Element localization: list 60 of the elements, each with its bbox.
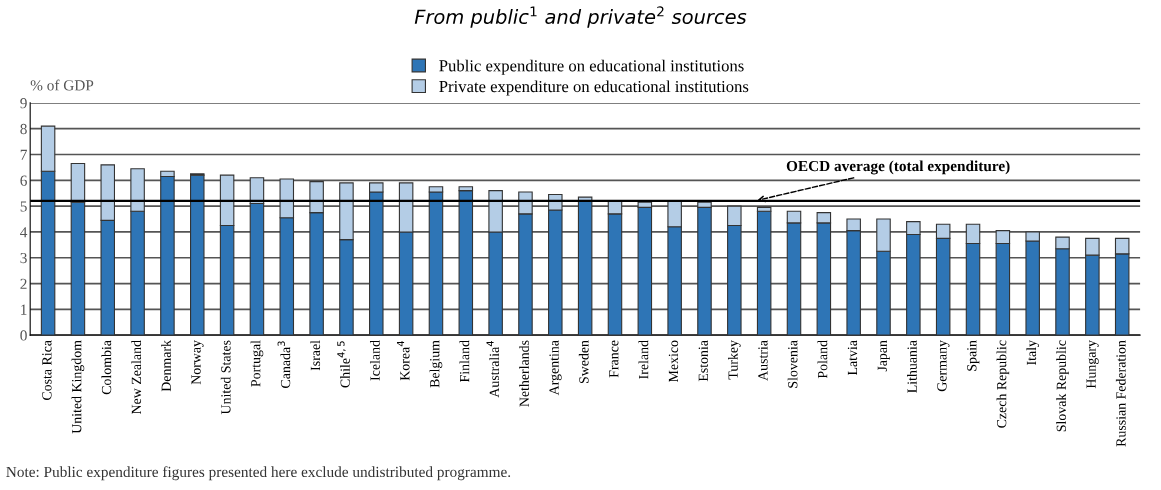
ref-line-label: OECD average (total expenditure): [786, 160, 1010, 175]
bar: [190, 174, 205, 336]
x-tick-label: Sweden: [578, 340, 589, 384]
x-tick-label: Italy: [1026, 340, 1040, 365]
legend-label: Public expenditure on educational institutions: [439, 59, 744, 75]
y-tick-label: 8: [20, 123, 27, 135]
x-tick-label: United States: [220, 340, 231, 415]
x-tick-label: Argentina: [549, 340, 562, 396]
y-tick-label: 9: [20, 98, 27, 109]
x-tick-label: Turkey: [728, 340, 741, 380]
bar: [160, 175, 175, 336]
x-tick-label: Australia$^{4}$: [486, 340, 500, 398]
x-tick-label: Lithuania: [907, 340, 917, 393]
x-tick-label: Finland: [459, 340, 470, 383]
y-tick-label: 3: [20, 252, 27, 264]
y-tick-label: 6: [20, 175, 27, 186]
chart-title: From public$^{1}$ and private$^{2}$ sources: [414, 6, 747, 28]
x-tick-label: Hungary: [1086, 340, 1099, 389]
bar: [637, 206, 653, 336]
y-tick-label: 4: [20, 227, 28, 238]
y-tick-label: 2: [20, 278, 27, 289]
x-tick-label: United Kingdom: [71, 340, 85, 434]
y-axis-title: % of GDP: [30, 79, 94, 91]
bar: [756, 210, 772, 336]
x-tick-label: Canada$^{3}$: [277, 341, 291, 388]
x-tick-label: Israel: [310, 340, 321, 371]
bar: [458, 190, 474, 336]
x-tick-label: Ireland: [638, 340, 649, 379]
y-tick-label: 1: [21, 304, 27, 315]
x-tick-label: Japan: [877, 340, 890, 372]
x-tick-label: Russian Federation: [1115, 340, 1126, 447]
x-tick-label: Czech Republic: [996, 340, 1010, 428]
x-tick-label: New Zealand: [131, 340, 142, 415]
x-tick-label: Mexico: [668, 340, 679, 383]
x-tick-label: Belgium: [429, 340, 443, 388]
x-tick-label: France: [609, 340, 619, 378]
x-tick-label: Costa Rica: [42, 340, 52, 401]
x-tick-label: Slovenia: [787, 340, 798, 388]
bar: [577, 200, 593, 336]
y-tick-label: 7: [20, 149, 27, 160]
y-tick-label: 0: [20, 330, 27, 341]
x-tick-label: Netherlands: [519, 340, 529, 407]
x-tick-label: Portugal: [250, 340, 264, 387]
x-tick-label: Latvia: [847, 340, 858, 376]
x-tick-label: Korea$^{4}$: [396, 341, 410, 381]
x-tick-label: Chile$^{4,5}$: [337, 341, 350, 388]
x-tick-label: Spain: [967, 340, 980, 371]
legend-label: Private expenditure on educational institutions: [439, 80, 749, 96]
y-tick-label: 5: [20, 201, 27, 212]
x-tick-label: Norway: [191, 340, 204, 385]
x-tick-label: Slovak Republic: [1056, 340, 1069, 432]
x-tick-label: Austria: [758, 340, 768, 381]
x-tick-label: Estonia: [698, 340, 708, 382]
x-tick-label: Denmark: [161, 340, 171, 392]
x-tick-label: Germany: [937, 340, 950, 392]
x-tick-label: Colombia: [101, 340, 112, 395]
bar: [697, 206, 712, 336]
x-tick-label: Iceland: [369, 340, 380, 381]
text: Note: Public expenditure figures presented here exclude undistributed programme.: [6, 466, 511, 481]
x-tick-label: Poland: [817, 340, 828, 379]
